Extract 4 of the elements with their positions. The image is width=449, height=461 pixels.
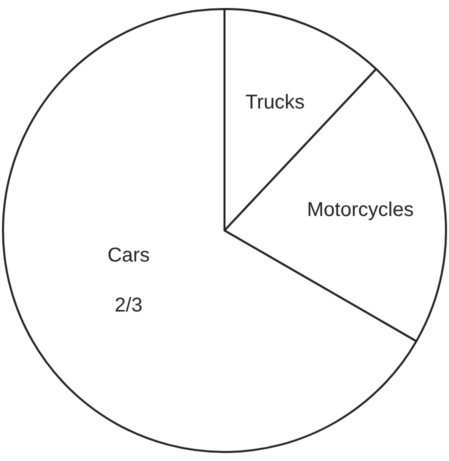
slice-label: Motorcycles (307, 198, 414, 221)
data-label: 2/3 (114, 294, 142, 316)
slice-label: Trucks (245, 91, 305, 114)
slice-label: Cars (107, 244, 150, 266)
